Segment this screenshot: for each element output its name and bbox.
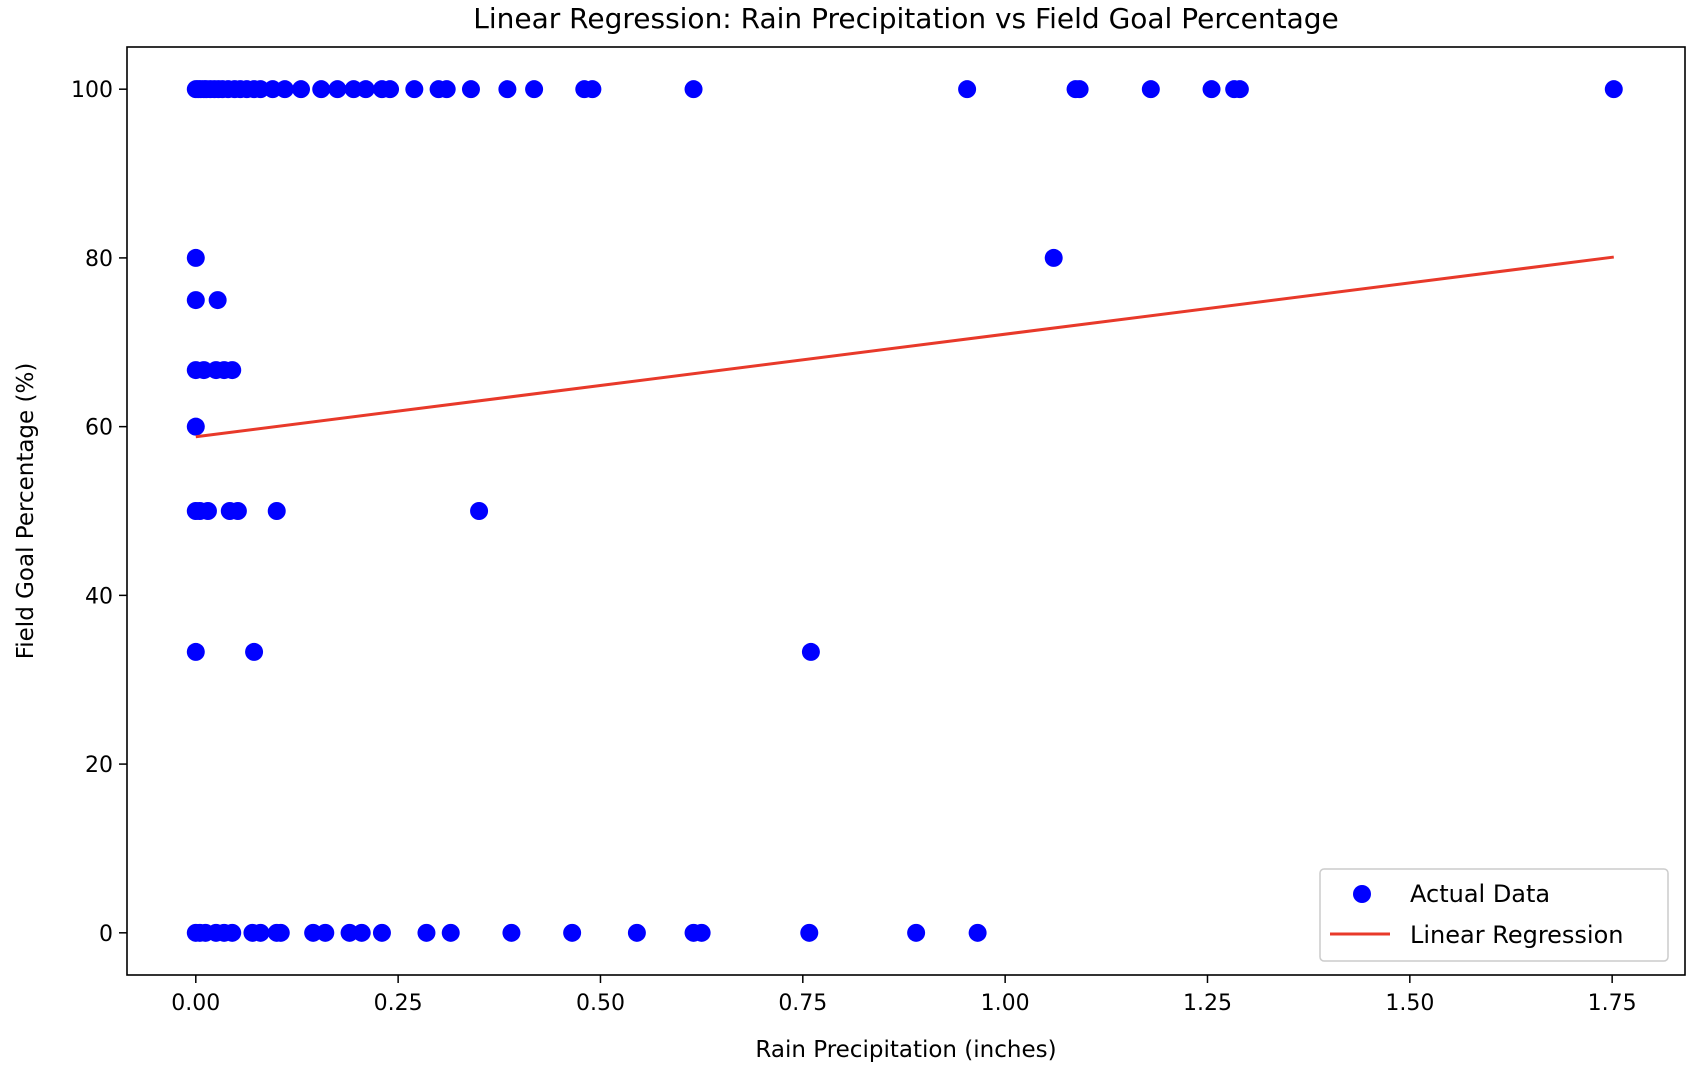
data-point (627, 923, 646, 942)
y-tick-label: 100 (71, 78, 113, 103)
data-point (381, 80, 400, 99)
axes-frame (126, 46, 1686, 976)
legend-label-actual-data: Actual Data (1410, 880, 1550, 908)
y-tick-label: 60 (85, 416, 113, 441)
regression-line (195, 255, 1614, 439)
y-tick-label: 80 (85, 247, 113, 272)
data-point (186, 417, 205, 436)
x-tick-label: 1.75 (1588, 991, 1637, 1016)
data-point (292, 80, 311, 99)
x-axis-ticks: 0.00 0.25 0.50 0.75 1.00 1.25 1.50 1.75 (171, 975, 1637, 1016)
data-point (228, 502, 247, 520)
legend-box (1319, 868, 1669, 962)
data-point (328, 80, 347, 99)
data-point (461, 80, 480, 99)
data-point (275, 80, 294, 99)
data-point (692, 923, 711, 942)
data-point (583, 80, 602, 99)
data-point (186, 642, 205, 661)
data-point (405, 80, 424, 99)
data-point (1202, 80, 1221, 99)
data-marks (186, 80, 1623, 942)
series-actual-data (186, 80, 1623, 942)
data-point (958, 80, 977, 99)
data-point (470, 502, 489, 520)
data-point (312, 80, 331, 99)
x-tick-label: 1.00 (981, 991, 1030, 1016)
x-tick-label: 1.50 (1385, 991, 1434, 1016)
data-point (223, 361, 242, 380)
x-axis-label: Rain Precipitation (inches) (755, 1037, 1056, 1063)
y-tick-label: 40 (85, 584, 113, 609)
data-point (525, 80, 544, 99)
data-point (267, 502, 286, 520)
data-point (437, 80, 456, 99)
data-point (316, 923, 335, 942)
data-point (441, 923, 460, 942)
data-point (498, 80, 517, 99)
data-point (684, 80, 703, 99)
data-point (372, 923, 391, 942)
data-point (245, 642, 264, 661)
data-point (271, 923, 290, 942)
y-axis-ticks: 0 20 40 60 80 100 (71, 78, 127, 947)
data-point (417, 923, 436, 942)
data-point (208, 291, 227, 310)
data-point (356, 80, 375, 99)
data-point (907, 923, 926, 942)
data-point (800, 923, 819, 942)
legend: Actual Data Linear Regression (1319, 868, 1669, 962)
data-point (186, 248, 205, 267)
data-point (186, 291, 205, 310)
y-tick-label: 20 (85, 753, 113, 778)
data-point (1141, 80, 1160, 99)
data-point (1044, 248, 1063, 267)
x-tick-label: 1.25 (1183, 991, 1232, 1016)
legend-scatter-marker (1353, 885, 1371, 903)
legend-label-linear-regression: Linear Regression (1410, 921, 1624, 949)
y-tick-label: 0 (99, 922, 113, 947)
data-point (198, 502, 217, 520)
x-tick-label: 0.00 (171, 991, 220, 1016)
data-point (502, 923, 521, 942)
x-tick-label: 0.50 (576, 991, 625, 1016)
chart-title: Linear Regression: Rain Precipitation vs… (473, 2, 1339, 35)
data-point (352, 923, 371, 942)
data-point (563, 923, 582, 942)
data-point (223, 923, 242, 942)
data-point (801, 642, 820, 661)
x-tick-label: 0.75 (778, 991, 827, 1016)
x-tick-label: 0.25 (374, 991, 423, 1016)
data-point (968, 923, 987, 942)
data-point (1604, 80, 1623, 99)
data-point (251, 923, 270, 942)
y-axis-label: Field Goal Percentage (%) (13, 363, 39, 660)
data-point (1070, 80, 1089, 99)
data-point (1230, 80, 1249, 99)
